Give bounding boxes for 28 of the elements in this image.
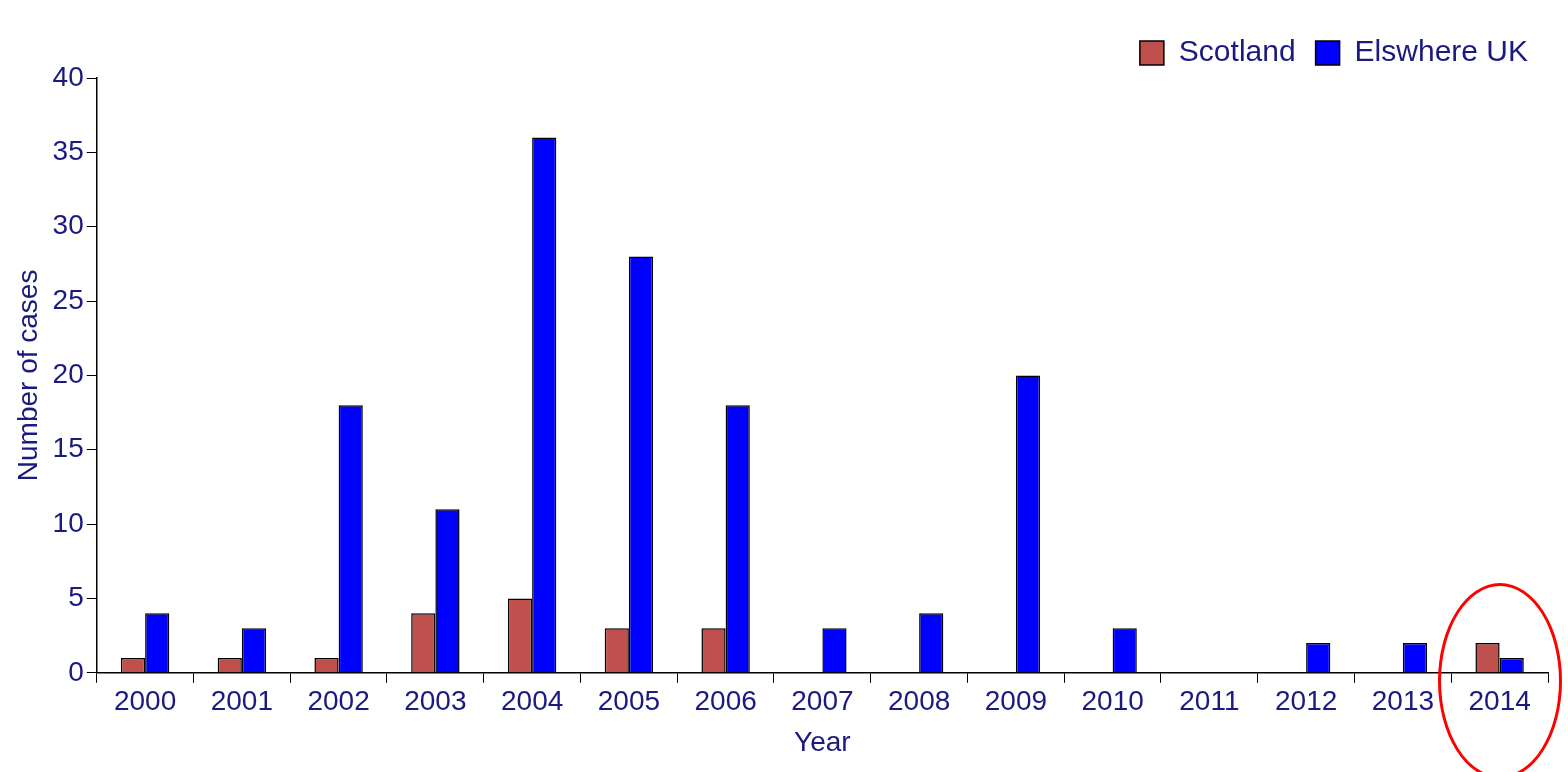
x-axis-title: Year xyxy=(794,725,851,757)
legend-label: Elswhere UK xyxy=(1354,34,1529,68)
legend-label: Scotland xyxy=(1178,34,1296,68)
x-tick-label: 2006 xyxy=(694,685,757,717)
x-tick-label: 2013 xyxy=(1371,685,1435,717)
x-tick-label: 2007 xyxy=(791,685,854,717)
y-tick-label: 20 xyxy=(52,358,84,390)
y-tick-label: 40 xyxy=(52,60,84,92)
x-tick-label: 2009 xyxy=(984,685,1048,717)
x-tick-label: 2004 xyxy=(500,685,564,717)
y-tick-label: 10 xyxy=(52,506,84,538)
y-tick-label: 35 xyxy=(52,135,84,167)
x-tick-label: 2000 xyxy=(113,685,177,717)
y-axis-title: Number of cases xyxy=(11,269,43,482)
x-tick-label: 2014 xyxy=(1468,685,1531,717)
y-tick-label: 15 xyxy=(52,432,84,464)
y-tick-label: 25 xyxy=(52,283,84,315)
y-tick-label: 0 xyxy=(68,655,84,687)
x-tick-label: 2008 xyxy=(887,685,951,717)
y-tick-label: 30 xyxy=(52,209,84,241)
x-tick-label: 2012 xyxy=(1274,685,1338,717)
x-tick-label: 2003 xyxy=(404,685,467,717)
x-tick-label: 2005 xyxy=(597,685,661,717)
x-tick-label: 2001 xyxy=(210,685,274,717)
y-tick-label: 5 xyxy=(68,581,84,613)
x-tick-label: 2011 xyxy=(1179,685,1240,717)
x-tick-label: 2010 xyxy=(1081,685,1144,717)
x-tick-label: 2002 xyxy=(307,685,370,717)
